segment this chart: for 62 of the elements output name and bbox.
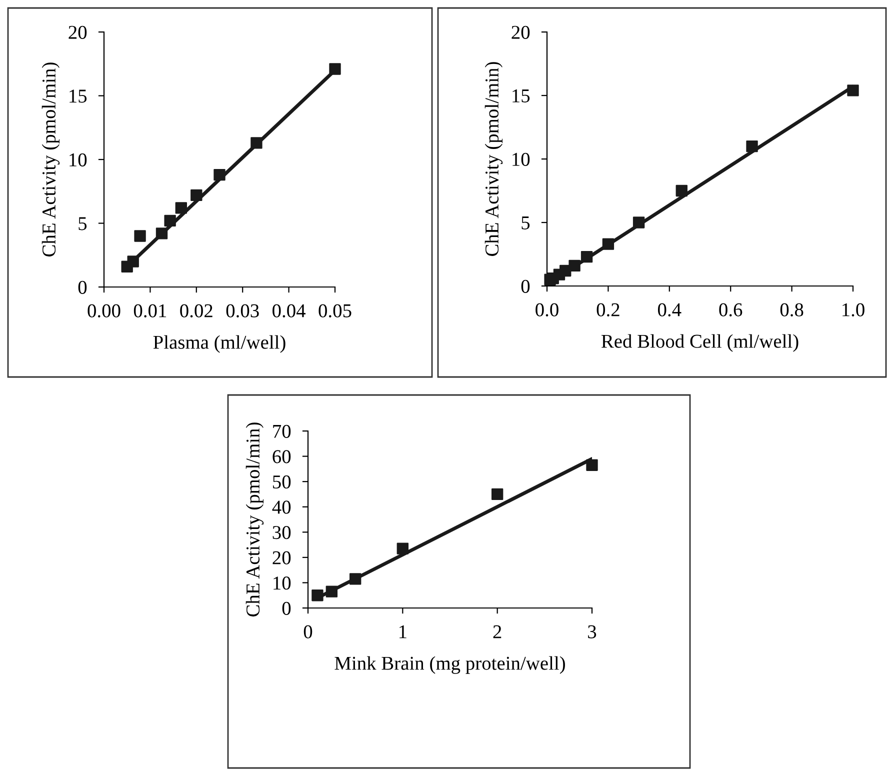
point [326, 586, 338, 598]
point [329, 63, 341, 75]
point [568, 260, 580, 272]
x-axis-title: Red Blood Cell (ml/well) [601, 334, 798, 352]
point [349, 573, 362, 585]
point [127, 256, 139, 268]
y-tick-label: 0 [78, 280, 87, 294]
y-tick-label: 60 [272, 450, 291, 464]
x-tick-label: 0.8 [780, 303, 804, 316]
x-tick-label: 1.0 [842, 303, 864, 316]
y-axis-title: ChE Activity (pmol/min) [246, 422, 264, 616]
point [214, 168, 226, 181]
point [676, 184, 688, 197]
x-tick-label: 0.2 [596, 303, 620, 316]
point [602, 238, 614, 250]
point [312, 590, 324, 602]
point [156, 228, 168, 240]
x-axis-title: Plasma (ml/well) [153, 335, 286, 353]
y-tick-label: 20 [272, 551, 291, 564]
x-tick-label: 0.04 [272, 304, 306, 318]
x-tick-label: 0.05 [318, 304, 352, 318]
y-tick-label: 30 [272, 526, 291, 540]
point [586, 459, 598, 471]
point [396, 542, 409, 554]
x-tick-label: 0 [304, 625, 312, 638]
y-tick-label: 5 [78, 217, 87, 230]
point [164, 214, 176, 227]
point [580, 250, 593, 263]
y-tick-label: 50 [273, 475, 291, 489]
y-tick-label: 0 [521, 280, 530, 293]
point [134, 230, 146, 242]
point [746, 140, 758, 152]
x-axis-title: Mink Brain (mg protein/well) [334, 656, 565, 674]
x-tick-label: 0.4 [658, 303, 682, 316]
point [250, 137, 262, 149]
y-tick-label: 10 [70, 153, 87, 166]
y-tick-label: 70 [273, 424, 291, 438]
x-tick-label: 0.03 [226, 304, 259, 318]
x-tick-label: 0.00 [88, 304, 120, 318]
x-tick-label: 0.0 [536, 303, 558, 316]
y-tick-label: 10 [512, 152, 530, 166]
y-tick-label: 20 [68, 26, 87, 39]
x-tick-label: 0.02 [180, 304, 212, 318]
y-tick-label: 20 [512, 26, 530, 39]
point [175, 202, 187, 214]
x-tick-label: 3 [588, 625, 596, 638]
y-tick-label: 15 [70, 90, 87, 103]
x-tick-label: 1 [400, 625, 406, 638]
y-tick-label: 0 [282, 602, 291, 615]
point [847, 84, 859, 96]
y-tick-label: 40 [272, 500, 291, 514]
point [632, 216, 645, 228]
y-tick-label: 5 [522, 216, 530, 230]
y-tick-label: 15 [512, 89, 530, 102]
x-tick-label: 0.01 [134, 304, 166, 318]
y-axis-title: ChE Activity (pmol/min) [42, 62, 60, 256]
point [491, 488, 504, 500]
y-tick-label: 10 [274, 576, 291, 590]
x-tick-label: 0.6 [719, 303, 742, 316]
x-tick-label: 2 [493, 625, 502, 638]
y-axis-title: ChE Activity (pmol/min) [484, 62, 503, 256]
point [190, 189, 202, 202]
